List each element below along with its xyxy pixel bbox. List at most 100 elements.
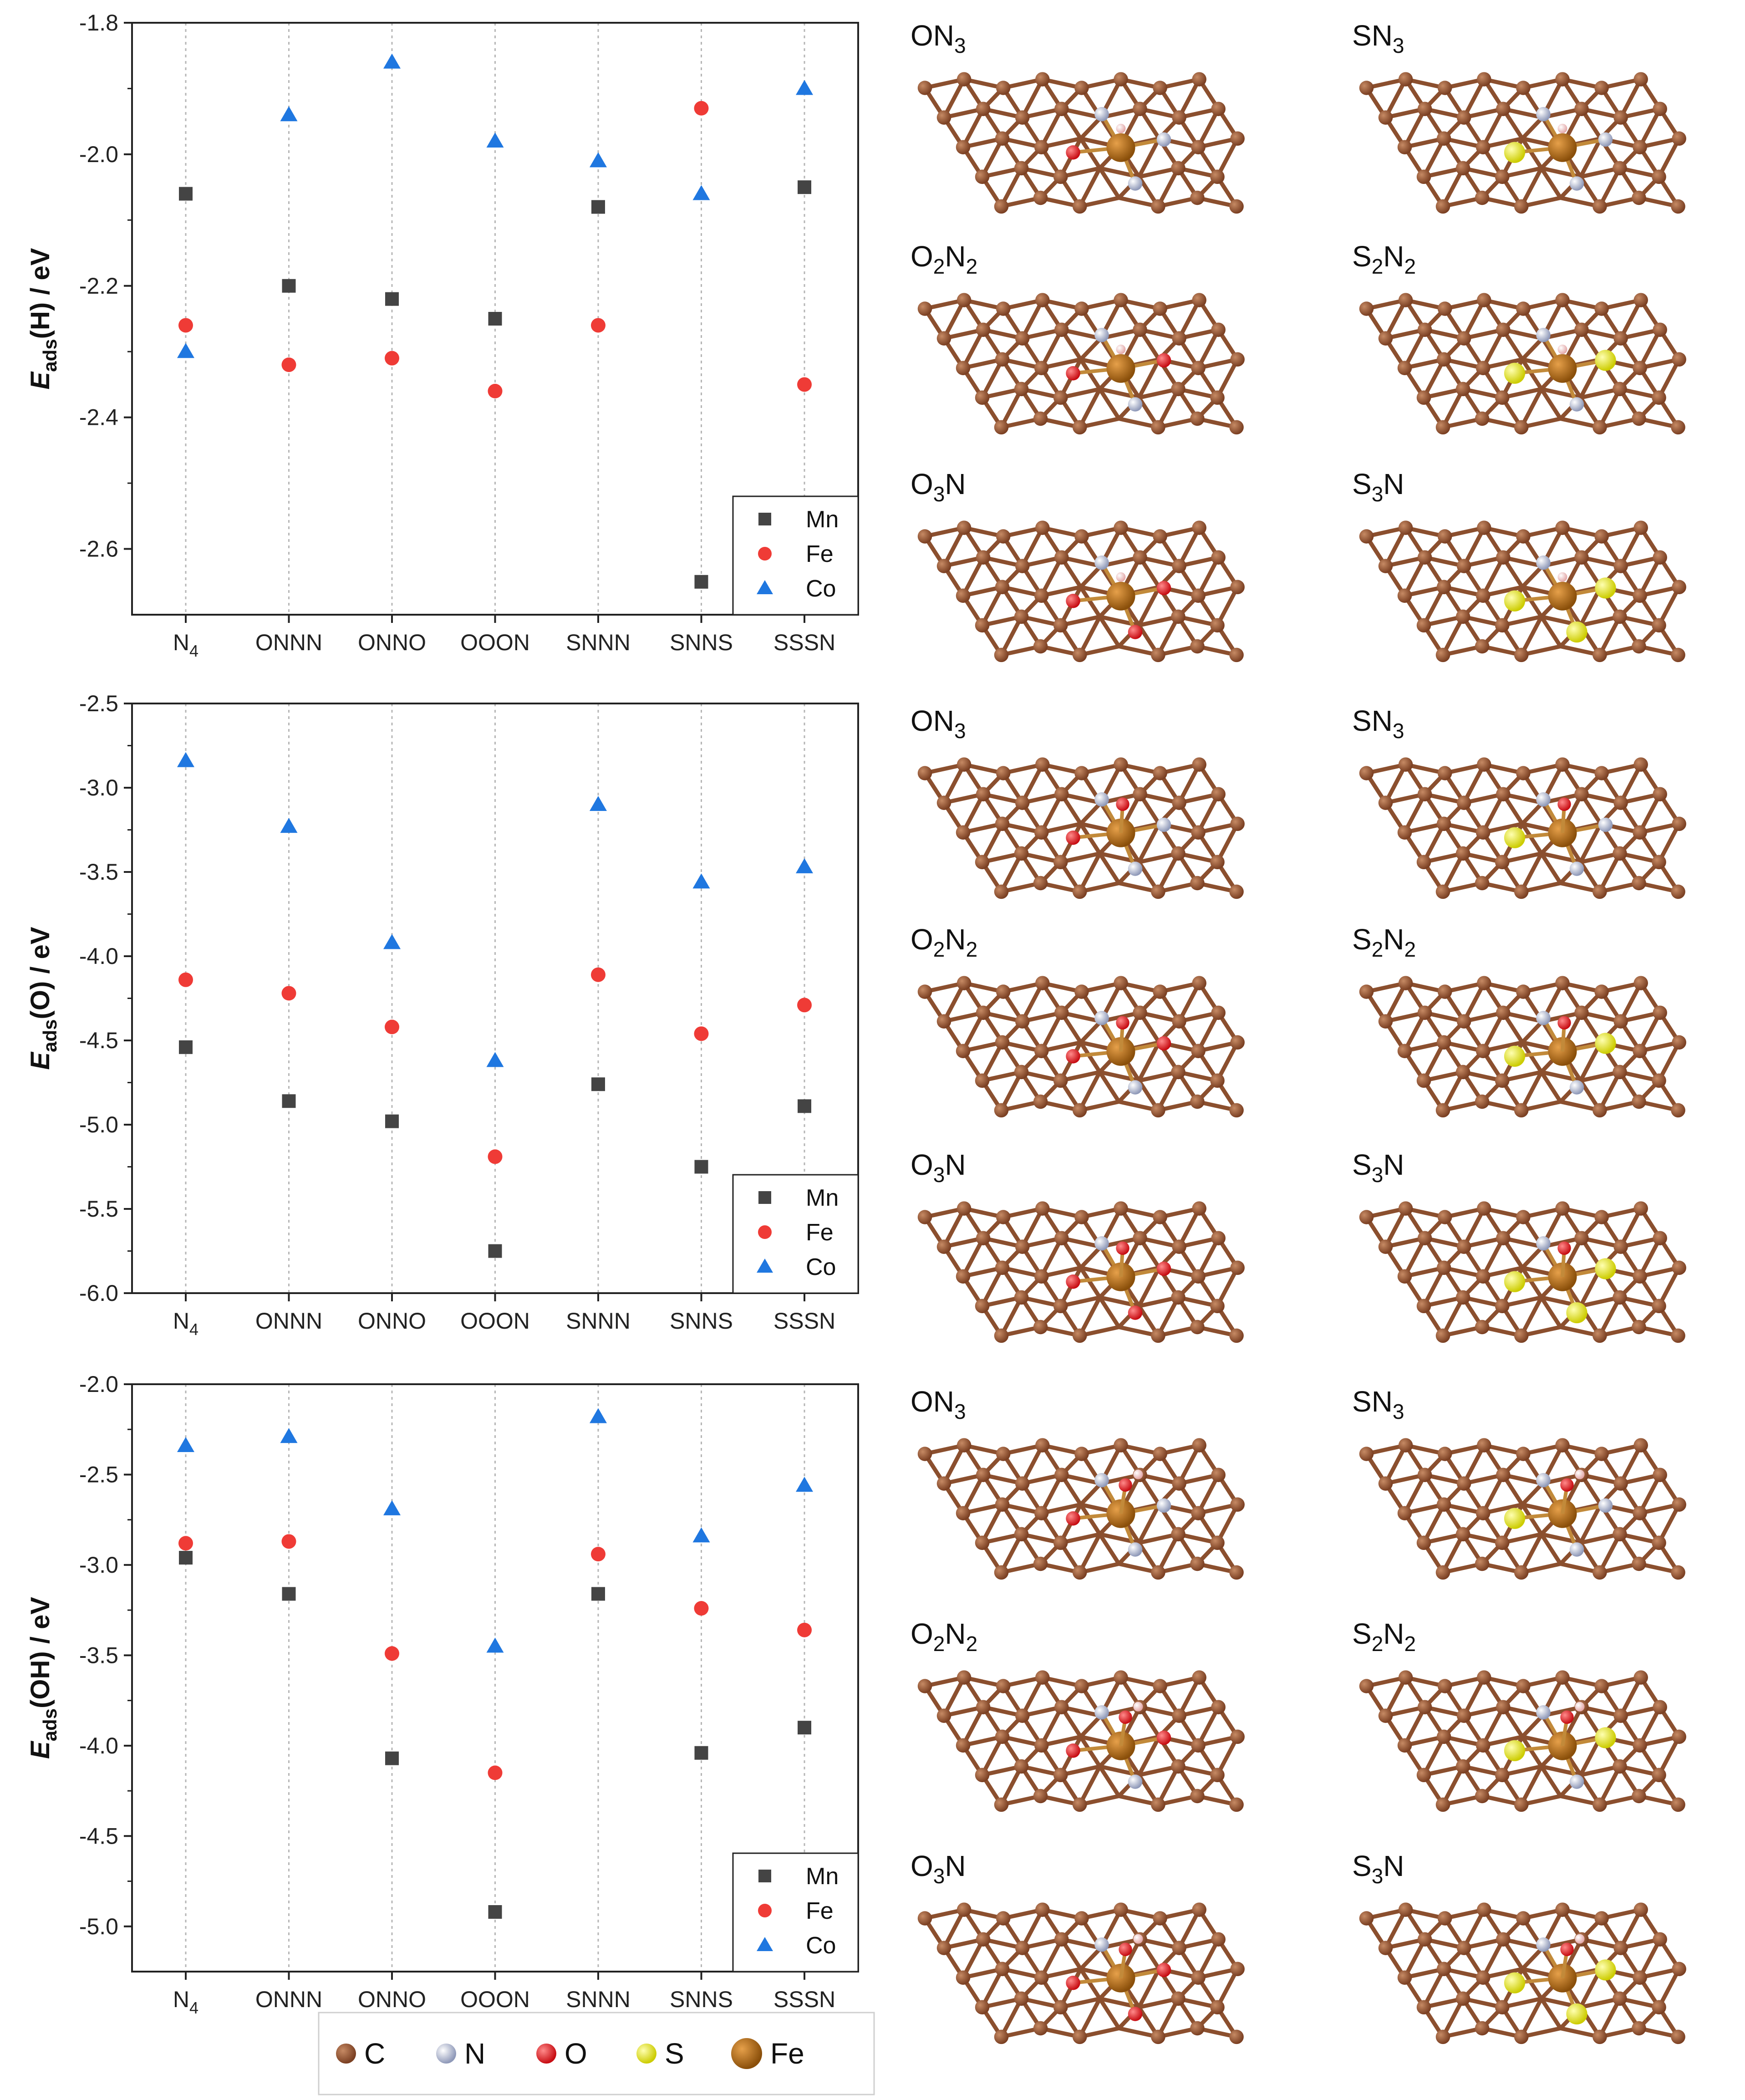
carbon-atom: [976, 1231, 991, 1245]
sulfur-atom: [1566, 621, 1587, 643]
carbon-atom: [1171, 161, 1185, 176]
carbon-atom: [1191, 1970, 1206, 1985]
atom-legend-label: S: [665, 2037, 684, 2070]
carbon-atom: [1514, 884, 1529, 899]
carbon-atom: [1230, 1962, 1245, 1977]
carbon-atom: [956, 140, 971, 154]
carbon-atom: [1436, 131, 1451, 146]
bond: [942, 982, 966, 1023]
carbon-atom: [1191, 361, 1206, 375]
carbon-atom: [1594, 1210, 1609, 1224]
carbon-atom: [1436, 816, 1451, 831]
carbon-atom: [1192, 72, 1206, 87]
carbon-atom: [1496, 1005, 1511, 1020]
adsorbate-oxygen-atom: [1119, 1942, 1132, 1956]
carbon-atom: [1613, 1527, 1627, 1542]
carbon-atom: [1210, 855, 1225, 870]
bond: [1462, 527, 1486, 567]
bond: [1619, 299, 1643, 340]
carbon-atom: [1477, 1670, 1491, 1685]
carbon-atom: [1436, 1035, 1451, 1050]
carbon-atom: [1033, 2021, 1048, 2036]
nitrogen-atom: [1094, 328, 1109, 342]
fe-point: [178, 1536, 193, 1551]
bond: [1540, 852, 1562, 884]
atoms: [1359, 1438, 1686, 1580]
bond: [1216, 138, 1240, 178]
carbon-atom: [1359, 81, 1374, 95]
carbon-atom: [1475, 1789, 1490, 1804]
co-point: [486, 1637, 504, 1653]
atoms: [917, 520, 1245, 663]
carbon-atom: [1359, 1679, 1374, 1693]
bond: [1481, 329, 1505, 369]
carbon-atom: [1114, 757, 1128, 772]
bond: [1657, 1968, 1681, 2008]
carbon-atom: [1014, 1290, 1029, 1305]
carbon-atom: [1436, 1962, 1451, 1977]
bond: [1657, 1736, 1681, 1776]
mn-point: [798, 1721, 811, 1735]
carbon-atom: [1072, 1103, 1087, 1118]
bond: [1079, 586, 1102, 618]
carbon-atom: [1672, 1729, 1686, 1744]
bond: [1441, 1296, 1465, 1337]
carbon-atom: [1074, 301, 1089, 316]
bond: [999, 388, 1023, 428]
carbon-atom: [994, 647, 1009, 663]
carbon-atom: [1416, 618, 1431, 633]
carbon-atom: [1514, 2029, 1529, 2044]
carbon-atom: [994, 1328, 1009, 1343]
adsorbate-oxygen-atom: [1557, 1241, 1571, 1255]
carbon-atom: [1014, 382, 1029, 397]
carbon-atom: [1672, 1260, 1686, 1275]
oxygen-atom: [1066, 1274, 1080, 1289]
bond: [1521, 116, 1544, 140]
carbon-atom: [1435, 647, 1450, 663]
bond: [1137, 1267, 1161, 1307]
carbon-atom: [1210, 1073, 1225, 1088]
carbon-atom: [996, 1911, 1011, 1926]
carbon-atom: [1496, 1932, 1511, 1947]
carbon-atom: [1436, 1260, 1451, 1275]
carbon-atom: [956, 588, 971, 603]
carbon-atom: [917, 1911, 932, 1926]
carbon-atom: [1632, 639, 1646, 654]
carbon-atom: [1072, 1797, 1087, 1812]
fe-point: [385, 351, 399, 366]
carbon-atom: [1477, 1438, 1491, 1453]
carbon-atom: [1456, 1941, 1471, 1955]
nitrogen-atom: [1598, 1498, 1613, 1513]
carbon-atom: [1516, 1911, 1531, 1926]
carbon-atom: [1653, 1468, 1667, 1482]
legend-label: Co: [806, 1932, 836, 1959]
bond: [942, 1909, 966, 1949]
bond: [1384, 1444, 1408, 1485]
carbon-atom: [1192, 520, 1206, 535]
carbon-atom: [996, 301, 1011, 316]
carbon-atom: [917, 529, 932, 544]
atom-legend-label: C: [364, 2037, 385, 2070]
bond: [1078, 1071, 1102, 1111]
bond: [1619, 1909, 1643, 1949]
carbon-atom: [1072, 2029, 1087, 2044]
oxygen-atom: [1066, 1511, 1080, 1526]
nitrogen-atom: [1536, 1473, 1551, 1488]
carbon-atom: [1456, 559, 1471, 573]
carbon-atom: [1455, 846, 1470, 861]
atoms: [917, 1902, 1245, 2044]
hydrogen-atom: [1557, 344, 1567, 354]
carbon-atom: [1035, 293, 1050, 307]
carbon-atom: [976, 1468, 991, 1482]
bond: [1384, 1208, 1408, 1248]
hydrogen-atom: [1133, 1469, 1143, 1479]
carbon-atom: [1652, 2000, 1666, 2015]
carbon-atom: [1210, 1768, 1225, 1783]
carbon-atom: [1191, 1738, 1206, 1753]
atoms: [917, 757, 1245, 899]
carbon-atom: [1475, 1094, 1490, 1109]
bond: [1039, 108, 1063, 148]
legend-marker-mn: [758, 1870, 771, 1882]
carbon-atom: [1211, 322, 1226, 337]
